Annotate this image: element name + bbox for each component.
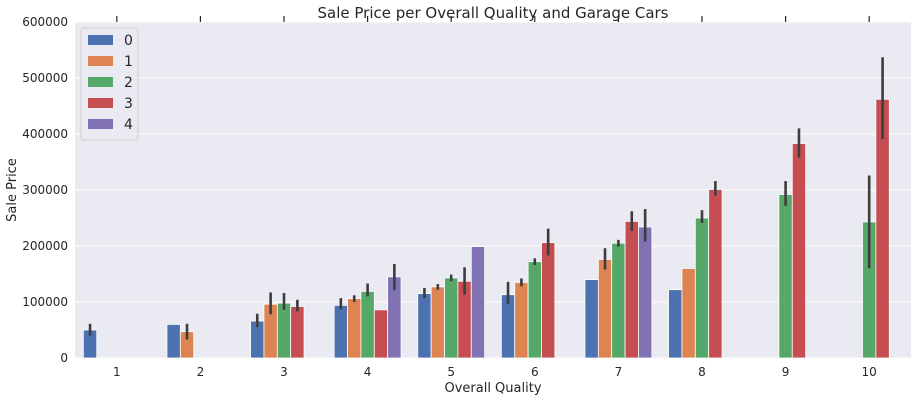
bar	[668, 289, 683, 359]
bar	[681, 267, 696, 359]
bar	[791, 143, 807, 359]
y-tick-label: 100000	[22, 295, 68, 309]
bar	[166, 323, 181, 359]
bar	[430, 286, 445, 359]
x-tick-label: 9	[782, 365, 790, 379]
top-tick-marks	[116, 16, 870, 22]
legend-swatch	[88, 98, 113, 108]
bar	[333, 304, 348, 359]
bar	[597, 259, 613, 359]
bar	[470, 246, 486, 359]
bar	[290, 306, 305, 359]
legend-swatch	[88, 35, 113, 45]
bar	[541, 242, 556, 359]
x-tick-labels: 1 2 3 4 5 6 7 8 9 10	[113, 365, 877, 379]
x-tick-label: 10	[862, 365, 877, 379]
x-tick-label: 7	[615, 365, 623, 379]
x-axis-label: Overall Quality	[444, 381, 541, 396]
x-tick-label: 3	[280, 365, 288, 379]
x-tick-label: 8	[698, 365, 706, 379]
bar	[417, 293, 432, 359]
bar	[514, 281, 529, 359]
bar	[444, 277, 459, 359]
bar	[373, 309, 389, 359]
bar	[584, 279, 599, 359]
bar	[360, 290, 375, 359]
y-tick-label: 300000	[22, 183, 68, 197]
x-tick-label: 5	[447, 365, 455, 379]
x-tick-label: 6	[531, 365, 539, 379]
legend-swatch	[88, 77, 113, 87]
bar	[527, 261, 542, 359]
legend-label: 3	[124, 96, 133, 112]
y-tick-label: 600000	[22, 15, 68, 29]
y-tick-label: 500000	[22, 71, 68, 85]
bar	[276, 302, 292, 359]
x-tick-label: 4	[364, 365, 372, 379]
x-tick-label: 1	[113, 365, 121, 379]
legend-label: 4	[124, 117, 133, 133]
grid-lines	[75, 21, 911, 359]
x-tick-label: 2	[197, 365, 205, 379]
bar	[624, 220, 639, 359]
bar	[347, 298, 362, 359]
error-bars	[88, 57, 884, 340]
bar	[694, 217, 710, 359]
y-axis-label: Sale Price	[5, 158, 20, 222]
legend-swatch	[88, 56, 113, 66]
legend-label: 0	[124, 33, 133, 49]
bar	[638, 226, 653, 359]
chart-title: Sale Price per Overall Quality and Garag…	[318, 4, 669, 22]
y-tick-label: 0	[60, 351, 68, 365]
y-tick-label: 200000	[22, 239, 68, 253]
y-tick-labels: 0 100000 200000 300000 400000 500000 600000	[22, 15, 68, 365]
bars	[82, 98, 890, 359]
bar	[708, 189, 723, 359]
y-tick-label: 400000	[22, 127, 68, 141]
bar	[611, 242, 626, 359]
bar	[500, 294, 516, 359]
legend-label: 2	[124, 75, 133, 91]
legend-swatch	[88, 119, 113, 129]
legend-label: 1	[124, 54, 133, 70]
legend: 0 1 2 3 4	[80, 27, 139, 141]
bar	[778, 194, 793, 359]
